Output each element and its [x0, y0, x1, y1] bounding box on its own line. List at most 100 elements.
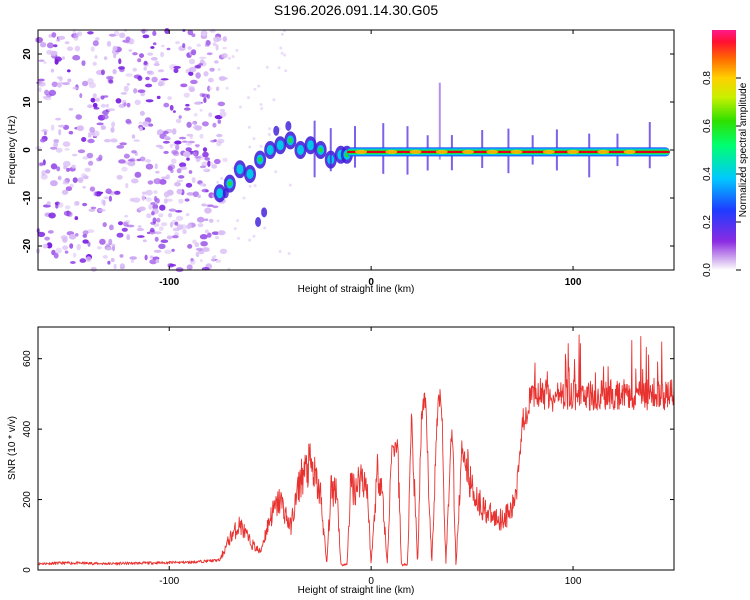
noise-blob — [118, 159, 126, 164]
noise-blob — [74, 216, 79, 221]
noise-blob — [215, 260, 219, 263]
noise-blob — [130, 259, 134, 263]
noise-blob — [163, 150, 169, 154]
noise-blob — [237, 66, 240, 70]
noise-blob — [111, 243, 116, 247]
noise-blob — [204, 43, 210, 47]
snr-panel: -100 0 100 0 200 400 600 Height of straight li… — [7, 326, 675, 596]
noise-blob — [51, 81, 58, 88]
noise-blob — [44, 236, 50, 241]
noise-blob — [80, 173, 87, 179]
noise-blob — [93, 191, 97, 197]
noise-blob — [105, 246, 113, 251]
noise-blob — [105, 103, 109, 108]
noise-blob — [147, 52, 154, 56]
main-track-peak — [486, 149, 499, 154]
noise-blob — [99, 238, 106, 245]
noise-blob — [108, 238, 113, 246]
noise-blob — [131, 134, 136, 139]
noise-blob — [201, 121, 209, 127]
noise-blob — [100, 103, 107, 108]
spectrogram-ytick-label: -10 — [22, 190, 33, 205]
noise-blob — [201, 93, 209, 98]
noise-blob — [126, 83, 130, 86]
noise-blob — [284, 69, 288, 73]
noise-blob — [211, 231, 220, 235]
noise-blob — [90, 97, 96, 103]
noise-blob — [37, 231, 46, 237]
noise-blob — [204, 218, 209, 221]
noise-blob — [150, 202, 156, 205]
noise-blob — [81, 137, 87, 142]
colorbar-tick-label: 0.4 — [702, 167, 713, 181]
noise-blob — [139, 126, 143, 132]
transition-blob — [255, 217, 262, 227]
noise-blob — [152, 217, 157, 224]
noise-blob — [71, 164, 76, 169]
noise-blob — [116, 232, 124, 238]
noise-blob — [157, 69, 165, 73]
noise-blob — [203, 97, 207, 103]
noise-blob — [194, 101, 202, 105]
noise-blob — [100, 125, 105, 129]
main-track-peak — [409, 149, 422, 154]
noise-blob — [202, 151, 209, 158]
noise-blob — [137, 225, 142, 228]
noise-blob — [147, 180, 154, 185]
noise-blob — [204, 207, 212, 214]
noise-blob — [184, 198, 190, 202]
noise-blob — [72, 252, 77, 258]
noise-blob — [265, 65, 269, 69]
noise-blob — [87, 132, 96, 136]
colorbar-gradient — [712, 30, 736, 270]
noise-blob — [160, 222, 168, 227]
noise-blob — [64, 250, 69, 254]
noise-region — [34, 28, 292, 273]
noise-blob — [37, 81, 46, 87]
noise-blob — [248, 145, 252, 149]
noise-blob — [188, 66, 197, 73]
noise-blob — [77, 177, 84, 184]
noise-blob — [126, 224, 135, 228]
noise-blob — [219, 111, 227, 118]
transition-blob-core — [266, 145, 274, 155]
snr-xtick-label: -100 — [159, 576, 179, 587]
noise-blob — [199, 133, 204, 139]
noise-blob — [200, 30, 208, 37]
noise-blob — [173, 68, 179, 74]
noise-blob — [50, 124, 55, 131]
noise-blob — [76, 125, 84, 132]
noise-blob — [64, 148, 70, 151]
noise-blob — [242, 196, 246, 200]
noise-blob — [163, 198, 168, 204]
noise-blob — [175, 215, 184, 221]
colorbar-tick-label: 0.8 — [702, 71, 713, 85]
noise-blob — [176, 179, 184, 183]
noise-blob — [62, 179, 68, 184]
noise-blob — [133, 139, 140, 142]
noise-blob — [171, 128, 177, 135]
snr-ylabel: SNR (10 * v/v) — [7, 416, 18, 480]
noise-blob — [53, 139, 59, 144]
noise-blob — [92, 102, 98, 108]
noise-blob — [171, 158, 177, 164]
noise-blob — [215, 44, 219, 51]
noise-blob — [48, 212, 56, 219]
noise-blob — [107, 260, 111, 265]
noise-blob — [202, 203, 208, 207]
spectrogram-ytick-label: 10 — [22, 96, 33, 108]
noise-blob — [53, 252, 59, 259]
noise-blob — [75, 114, 82, 120]
noise-blob — [38, 87, 42, 92]
noise-blob — [68, 234, 77, 240]
noise-blob — [96, 191, 104, 195]
noise-blob — [146, 213, 152, 219]
noise-blob — [119, 142, 127, 146]
noise-blob — [50, 146, 58, 150]
noise-blob — [125, 220, 131, 224]
noise-blob — [75, 233, 79, 237]
noise-blob — [72, 86, 78, 90]
noise-blob — [137, 235, 145, 238]
